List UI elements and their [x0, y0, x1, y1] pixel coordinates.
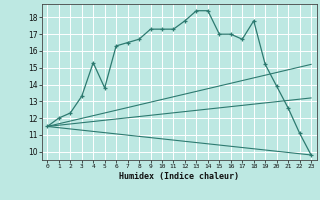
X-axis label: Humidex (Indice chaleur): Humidex (Indice chaleur) — [119, 172, 239, 181]
